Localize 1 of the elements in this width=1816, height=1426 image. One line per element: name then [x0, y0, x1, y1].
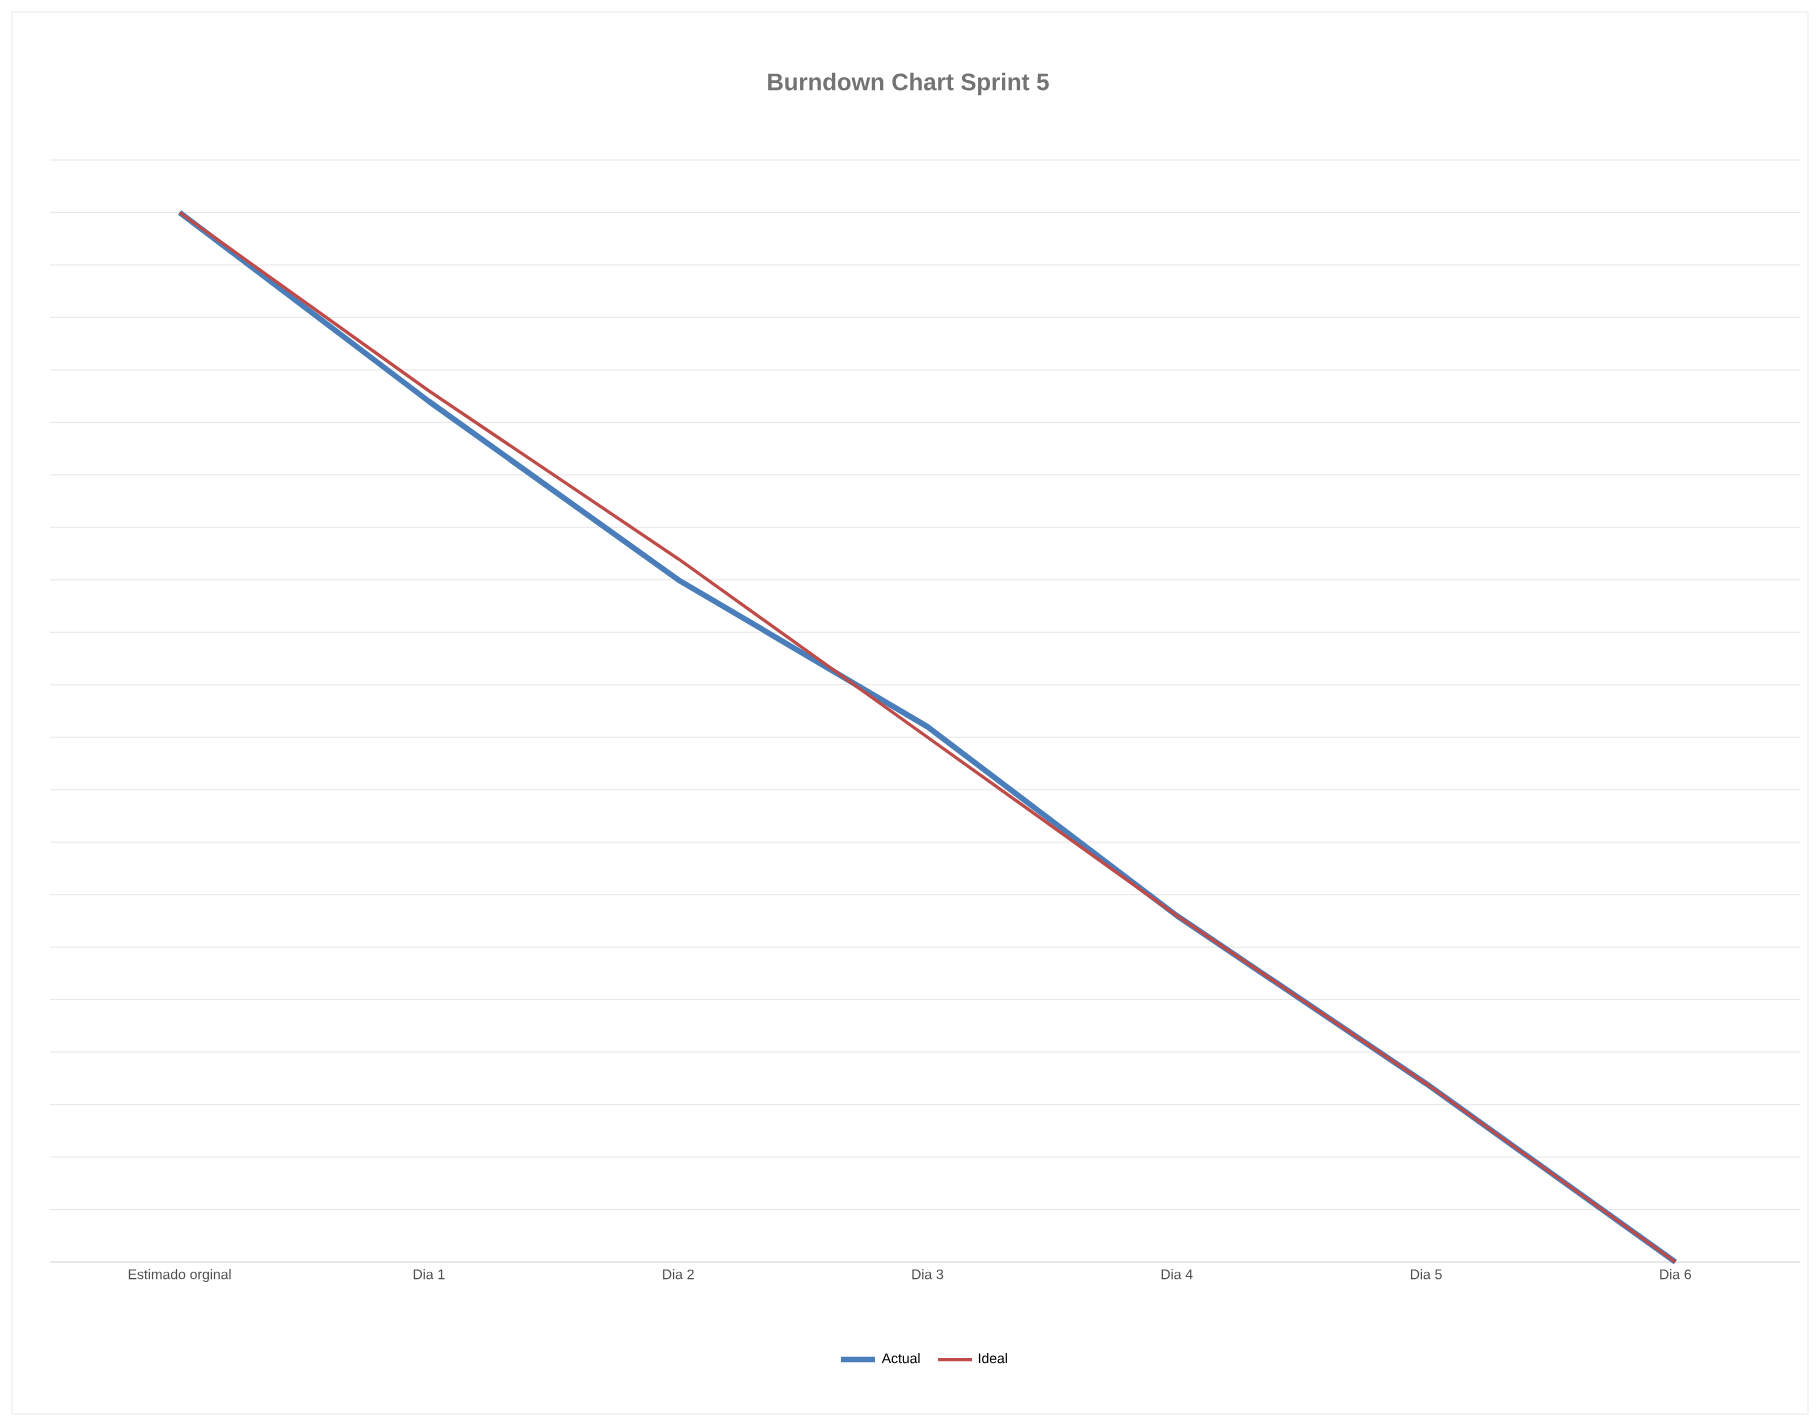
- chart-title: Burndown Chart Sprint 5: [768, 72, 1049, 96]
